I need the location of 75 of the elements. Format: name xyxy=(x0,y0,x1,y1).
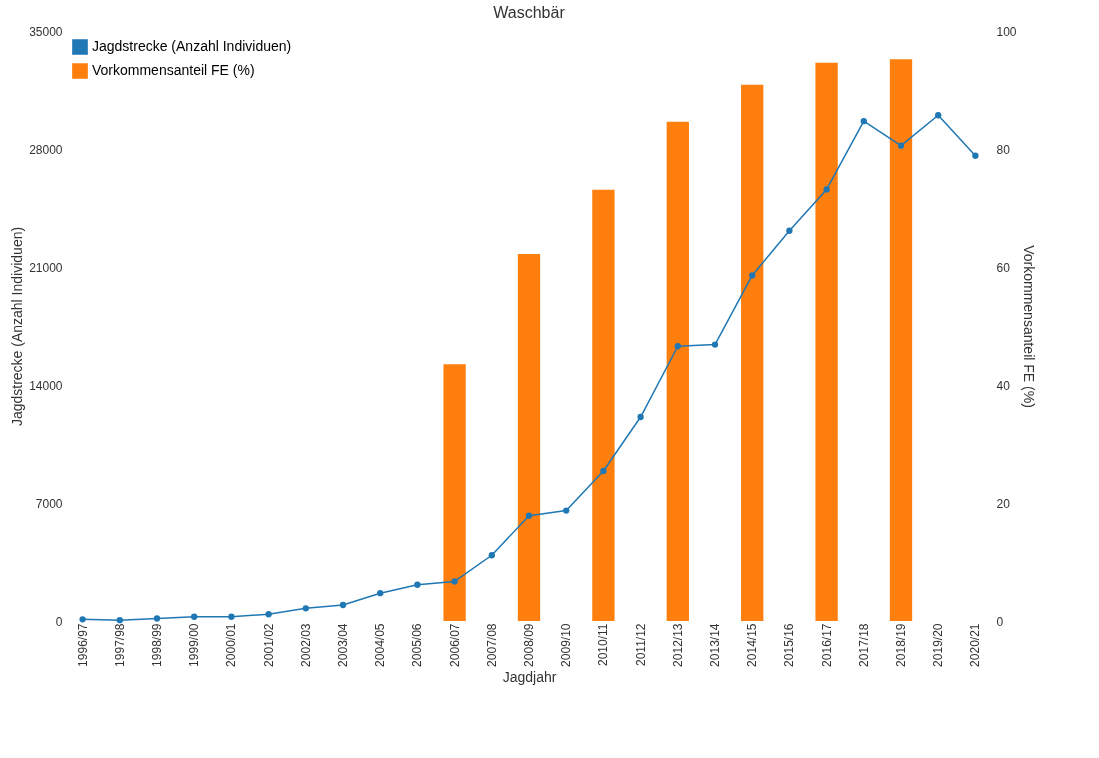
x-tick-label: 2019/20 xyxy=(931,623,946,667)
x-tick-label: 2010/11 xyxy=(596,623,611,666)
x-tick-label: 2015/16 xyxy=(782,623,797,667)
point xyxy=(972,152,979,159)
y-tick-label: 14000 xyxy=(29,378,63,393)
x-tick-label: 2012/13 xyxy=(670,623,685,667)
point xyxy=(191,613,198,620)
x-tick-label: 2014/15 xyxy=(745,623,760,667)
x-tick-label: 2017/18 xyxy=(856,623,871,667)
point xyxy=(600,467,607,475)
x-axis-title: Jagdjahr xyxy=(502,668,557,685)
x-tick-label: 2008/09 xyxy=(522,623,536,667)
y-tick-label: 28000 xyxy=(29,142,63,157)
y-tick-label: 0 xyxy=(55,614,63,629)
point xyxy=(228,613,235,620)
bar xyxy=(889,59,913,621)
x-tick-label: 2003/04 xyxy=(336,623,350,667)
bar xyxy=(666,121,689,621)
y2-axis-title: Vorkommensanteil FE (%) xyxy=(1020,245,1037,408)
y-tick-label: 21000 xyxy=(29,260,63,275)
bar xyxy=(517,254,541,621)
x-tick-label: 2016/17 xyxy=(819,623,834,667)
point xyxy=(414,581,421,588)
y2-tick-label: 20 xyxy=(996,496,1011,511)
point xyxy=(563,507,570,514)
x-tick-label: 2011/12 xyxy=(633,623,648,666)
point xyxy=(339,601,347,609)
point xyxy=(525,512,533,519)
bar xyxy=(443,364,466,621)
x-tick-label: 1999/00 xyxy=(187,623,202,667)
point xyxy=(749,272,756,279)
point xyxy=(116,617,123,624)
x-tick-label: 2007/08 xyxy=(484,623,499,667)
y2-tick-label: 100 xyxy=(996,24,1017,39)
bar xyxy=(815,62,838,621)
point xyxy=(153,615,161,622)
y2-tick-label: 0 xyxy=(996,614,1004,629)
legend-label: Jagdstrecke (Anzahl Individuen) xyxy=(92,38,292,54)
x-tick-label: 2004/05 xyxy=(373,623,388,667)
point xyxy=(265,611,272,618)
point xyxy=(711,341,719,348)
x-tick-label: 2009/10 xyxy=(559,623,574,667)
x-tick-label: 2020/21 xyxy=(968,623,983,667)
bar xyxy=(741,84,764,621)
y-tick-label: 7000 xyxy=(35,496,63,511)
y2-tick-label: 40 xyxy=(996,378,1011,393)
point xyxy=(637,413,644,421)
bar xyxy=(592,189,615,621)
point xyxy=(935,112,942,119)
y2-tick-label: 60 xyxy=(996,260,1011,275)
point xyxy=(860,118,867,125)
point xyxy=(488,552,495,559)
x-tick-label: 1996/97 xyxy=(75,623,90,667)
x-tick-label: 2001/02 xyxy=(261,623,276,667)
y-tick-label: 35000 xyxy=(29,24,63,39)
x-tick-label: 2018/19 xyxy=(894,623,908,667)
point xyxy=(377,590,384,597)
y-axis-title: Jagdstrecke (Anzahl Individuen) xyxy=(9,226,26,427)
x-tick-label: 1997/98 xyxy=(112,623,127,667)
legend-label: Vorkommensanteil FE (%) xyxy=(92,62,255,78)
point xyxy=(786,227,793,234)
point xyxy=(674,343,681,350)
point xyxy=(302,605,309,612)
y2-tick-label: 80 xyxy=(996,142,1011,157)
point xyxy=(823,186,830,193)
x-tick-label: 2000/01 xyxy=(224,623,239,667)
chart-title: Waschbär xyxy=(493,4,566,21)
x-tick-label: 1998/99 xyxy=(150,623,164,667)
point xyxy=(451,578,458,585)
x-tick-label: 2005/06 xyxy=(410,623,425,667)
point xyxy=(897,142,905,149)
point xyxy=(79,616,86,623)
x-tick-label: 2013/14 xyxy=(708,623,722,667)
x-tick-label: 2002/03 xyxy=(298,623,313,667)
x-tick-label: 2006/07 xyxy=(447,623,462,667)
